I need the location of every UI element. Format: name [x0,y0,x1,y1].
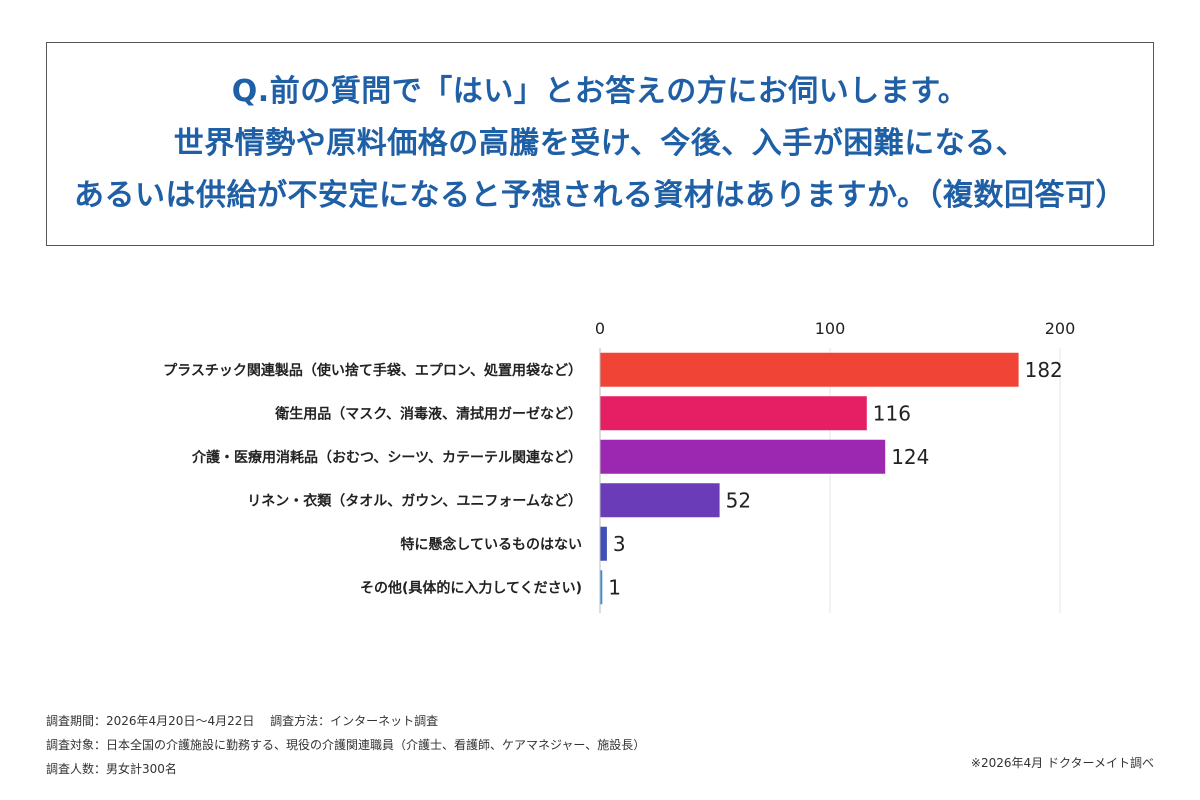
question-line-1: Q.前の質問で「はい」とお答えの方にお伺いします。 [231,74,969,109]
bar-2 [600,439,886,474]
bar-value-label-2: 124 [891,445,929,469]
category-label-3: リネン・衣類（タオル、ガウン、ユニフォームなど） [247,492,582,509]
category-label-1: 衛生用品（マスク、消毒液、清拭用ガーゼなど） [274,405,582,422]
question-line-2: 世界情勢や原料価格の高騰を受け、今後、入手が困難になる、 [173,126,1027,161]
question-line-3: あるいは供給が不安定になると予想される資材はありますか。（複数回答可） [74,178,1126,213]
bar-1 [600,396,867,431]
bar-3 [600,483,720,518]
bar-0 [600,352,1019,387]
survey-count-note: 調査人数：男女計300名 [46,762,177,776]
bar-value-label-5: 1 [608,575,621,599]
bar-value-label-1: 116 [873,401,911,425]
category-label-5: その他(具体的に入力してください) [360,579,582,596]
category-label-4: 特に懸念しているものはない [400,536,582,553]
x-tick-label-0: 0 [595,319,605,338]
bar-value-label-4: 3 [613,532,626,556]
category-label-2: 介護・医療用消耗品（おむつ、シーツ、カテーテル関連など） [191,449,582,466]
category-label-0: プラスチック関連製品（使い捨て手袋、エプロン、処置用袋など） [163,362,582,379]
x-tick-label-200: 200 [1045,319,1076,338]
x-tick-label-100: 100 [815,319,846,338]
survey-target-note: 調査対象：日本全国の介護施設に勤務する、現役の介護関連職員（介護士、看護師、ケア… [46,738,646,752]
bar-value-label-0: 182 [1025,358,1063,382]
bar-5 [600,570,603,605]
source-credit: ※2026年4月 ドクターメイト調べ [970,756,1154,770]
bar-value-label-3: 52 [726,488,751,512]
bar-4 [600,526,607,561]
survey-period-note: 調査期間：2026年4月20日～4月22日 調査方法：インターネット調査 [46,714,439,728]
question-box: Q.前の質問で「はい」とお答えの方にお伺いします。 世界情勢や原料価格の高騰を受… [46,42,1154,246]
